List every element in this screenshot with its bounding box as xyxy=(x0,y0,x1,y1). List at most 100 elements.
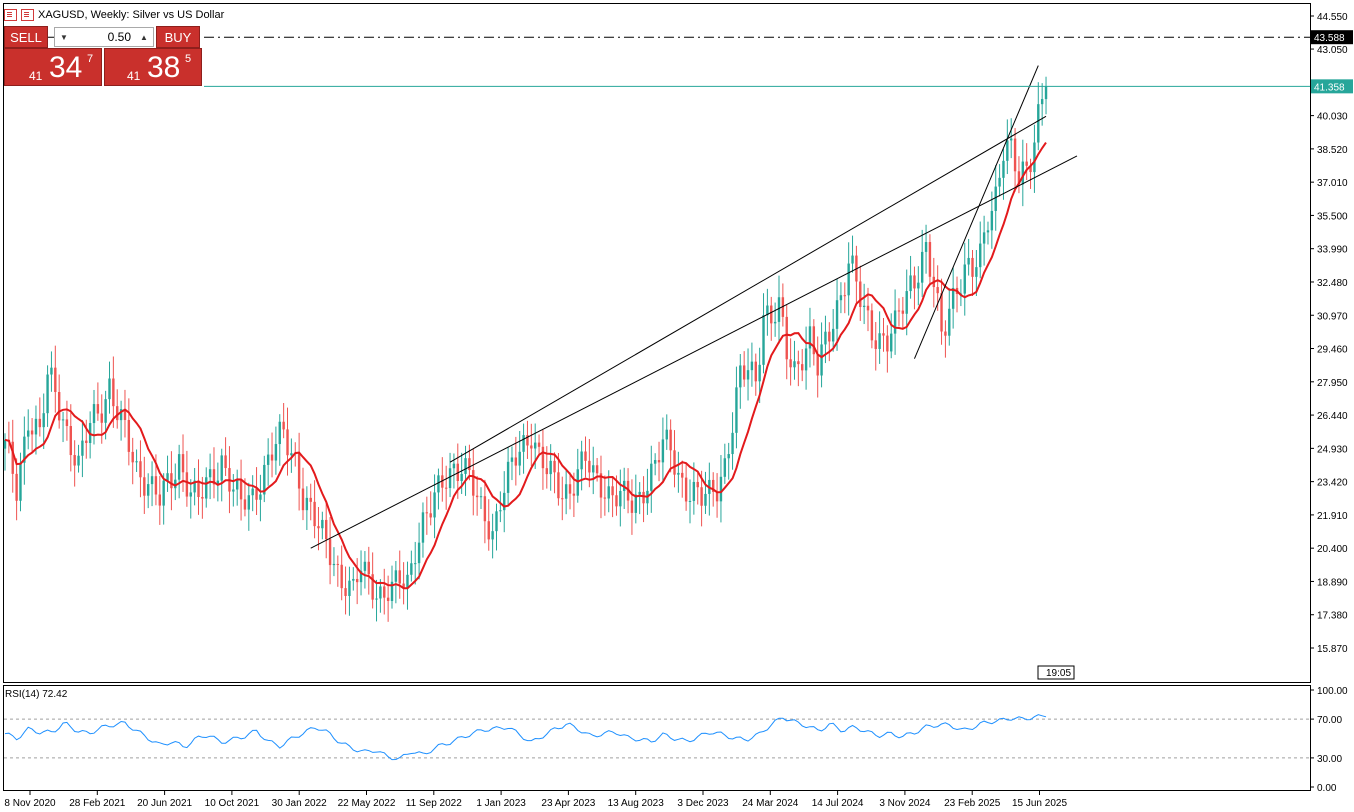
candle xyxy=(464,445,467,496)
candle-body xyxy=(363,561,367,571)
candle-body xyxy=(61,419,65,421)
bid-price-tag-label: 41.358 xyxy=(1314,82,1345,93)
candle-body xyxy=(1033,142,1036,173)
candle-body xyxy=(773,321,777,324)
trendlines-layer[interactable] xyxy=(310,65,1078,549)
candle xyxy=(669,419,672,473)
candle xyxy=(599,455,603,519)
candle xyxy=(150,461,154,507)
candle-body xyxy=(568,484,572,494)
candle-body xyxy=(69,426,72,456)
candle xyxy=(731,412,734,470)
candle-body xyxy=(901,310,905,314)
trendline[interactable] xyxy=(310,155,1078,549)
price-tick-label: 18.890 xyxy=(1317,577,1348,588)
price-pane[interactable] xyxy=(3,3,1311,683)
candle-body xyxy=(998,177,1001,187)
candle xyxy=(139,440,142,498)
time-axis[interactable]: 8 Nov 2020 28 Feb 2021 20 Jun 2021 10 Oct 2… xyxy=(4,791,1067,809)
lot-increase-icon[interactable]: ▲ xyxy=(140,32,148,42)
candle-body xyxy=(139,461,142,478)
candle xyxy=(441,457,444,502)
candle xyxy=(630,479,634,535)
price-tick-label: 17.380 xyxy=(1317,611,1348,622)
candle-body xyxy=(986,230,990,233)
candle-body xyxy=(475,495,479,498)
sell-price-box[interactable]: 41 34 7 xyxy=(4,48,102,86)
candle-body xyxy=(263,464,266,495)
candle xyxy=(859,265,862,321)
candle xyxy=(174,463,177,501)
candle-body xyxy=(514,457,518,466)
candle-body xyxy=(402,583,405,589)
candle xyxy=(452,453,456,489)
rsi-pane-frame xyxy=(3,685,1311,791)
candle xyxy=(189,479,192,519)
candle xyxy=(510,446,514,481)
candle-body xyxy=(541,446,545,469)
alert-level-tag xyxy=(1311,30,1353,45)
candle-body xyxy=(971,257,974,277)
candle-body xyxy=(653,460,657,464)
candle-body xyxy=(297,453,301,489)
rsi-pane[interactable] xyxy=(3,685,1311,791)
candle xyxy=(475,476,479,516)
candle-body xyxy=(386,597,390,601)
candle xyxy=(243,478,247,517)
candle-body xyxy=(417,542,421,564)
candle xyxy=(514,436,518,486)
rsi-tick-label: 70.00 xyxy=(1317,715,1342,726)
candle xyxy=(851,235,854,273)
candle xyxy=(383,568,386,615)
candle xyxy=(363,551,367,589)
candle xyxy=(963,242,966,316)
lot-size-value[interactable]: 0.50 xyxy=(107,30,131,44)
lot-decrease-icon[interactable]: ▼ xyxy=(60,32,68,42)
candle-body xyxy=(359,570,363,583)
candle xyxy=(831,309,835,352)
bid-price-tag xyxy=(1311,79,1353,94)
candle xyxy=(955,276,959,313)
candle xyxy=(557,453,560,506)
candle-body xyxy=(348,580,351,596)
candle xyxy=(406,561,409,610)
sell-button[interactable]: SELL xyxy=(4,26,48,48)
candle xyxy=(123,389,127,438)
candle-body xyxy=(564,484,568,499)
rsi-axis[interactable]: 100.00 70.00 30.00 0.00 xyxy=(1310,686,1348,794)
candle xyxy=(379,579,382,613)
candle-body xyxy=(239,479,243,500)
time-tick-label: 11 Sep 2022 xyxy=(406,798,462,809)
buy-button[interactable]: BUY xyxy=(156,26,200,48)
time-tick-label: 10 Oct 2021 xyxy=(205,798,260,809)
candle xyxy=(69,404,72,472)
candle xyxy=(77,444,80,473)
candle-body xyxy=(193,480,196,493)
candle-body xyxy=(336,563,340,565)
price-axis[interactable]: 44.55043.05041.54040.03038.52037.01035.5… xyxy=(1310,12,1348,655)
candle-body xyxy=(592,465,595,473)
trendline[interactable] xyxy=(449,115,1047,463)
lot-size-input[interactable]: ▼ 0.50 ▲ xyxy=(54,27,154,47)
time-tick-label: 22 May 2022 xyxy=(338,798,396,809)
candle xyxy=(193,467,196,506)
candle xyxy=(1017,156,1021,194)
candle-body xyxy=(588,460,591,473)
candle xyxy=(177,444,181,499)
price-tick-label: 29.460 xyxy=(1317,345,1348,356)
price-tick-label: 40.030 xyxy=(1317,112,1348,123)
candle-body xyxy=(835,300,839,329)
trendline[interactable] xyxy=(913,65,1039,359)
candle xyxy=(909,255,912,299)
candle-body xyxy=(804,348,808,371)
candle xyxy=(143,456,146,514)
candle xyxy=(255,467,258,516)
candle xyxy=(781,283,785,327)
candle-body xyxy=(561,498,564,500)
candle xyxy=(979,221,982,279)
candle xyxy=(1006,119,1009,175)
buy-price-box[interactable]: 41 38 5 xyxy=(104,48,202,86)
candle-body xyxy=(851,255,854,264)
candle-body xyxy=(185,472,189,497)
